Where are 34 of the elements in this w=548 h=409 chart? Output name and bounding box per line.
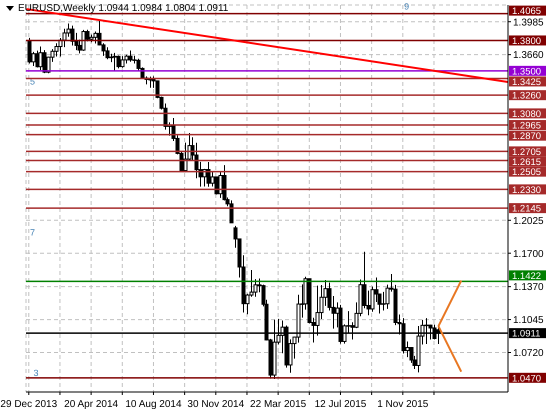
y-tick-label: 1.3660: [513, 50, 544, 62]
y-tick-label: 1.2025: [513, 216, 544, 227]
x-tick-label: 29 Dec 2013: [0, 399, 58, 409]
annotation: 3: [33, 368, 38, 378]
ref-line-label: 1.0470: [512, 373, 542, 384]
ref-line-label: 1.2330: [512, 184, 542, 196]
y-tick-label: 1.1045: [513, 315, 544, 326]
y-tick-label: 1.1370: [513, 282, 544, 294]
x-tick-label: 30 Nov 2014: [187, 399, 245, 409]
y-tick-label: 1.0720: [513, 348, 544, 360]
annotation: 9: [404, 1, 410, 12]
ref-line-label: 1.3500: [512, 66, 542, 78]
x-tick-label: 20 Apr 2014: [64, 399, 119, 409]
ref-line-label: 1.2965: [512, 120, 542, 132]
x-tick-label: 22 Mar 2015: [250, 399, 307, 409]
ref-line-label: 1.2615: [512, 157, 542, 168]
ref-line-label: 1.1422: [512, 270, 542, 282]
y-tick-label: 1.1700: [513, 248, 544, 260]
ref-line-label: 1.3080: [512, 108, 542, 120]
ref-line-label: 1.2505: [512, 167, 542, 178]
ref-line-label: 1.3260: [512, 90, 542, 102]
ref-line-label: 1.0911: [512, 328, 540, 340]
ref-line-label: 1.2870: [512, 131, 542, 142]
x-tick-label: 1 Nov 2015: [377, 399, 429, 409]
ref-line-label: 1.3800: [512, 36, 542, 47]
y-tick-label: 1.3985: [513, 17, 544, 28]
ref-line-label: 1.2705: [512, 146, 542, 158]
ref-line-label: 1.3425: [512, 76, 542, 88]
annotation: 7: [30, 227, 36, 238]
ref-line-label: 1.2145: [512, 204, 542, 215]
x-tick-label: 10 Aug 2014: [125, 399, 182, 409]
chart-title: EURUSD,Weekly 1.0944 1.0984 1.0804 1.0911: [18, 3, 228, 14]
x-tick-label: 12 Jul 2015: [314, 399, 367, 409]
ref-line-label: 1.4065: [512, 6, 542, 18]
